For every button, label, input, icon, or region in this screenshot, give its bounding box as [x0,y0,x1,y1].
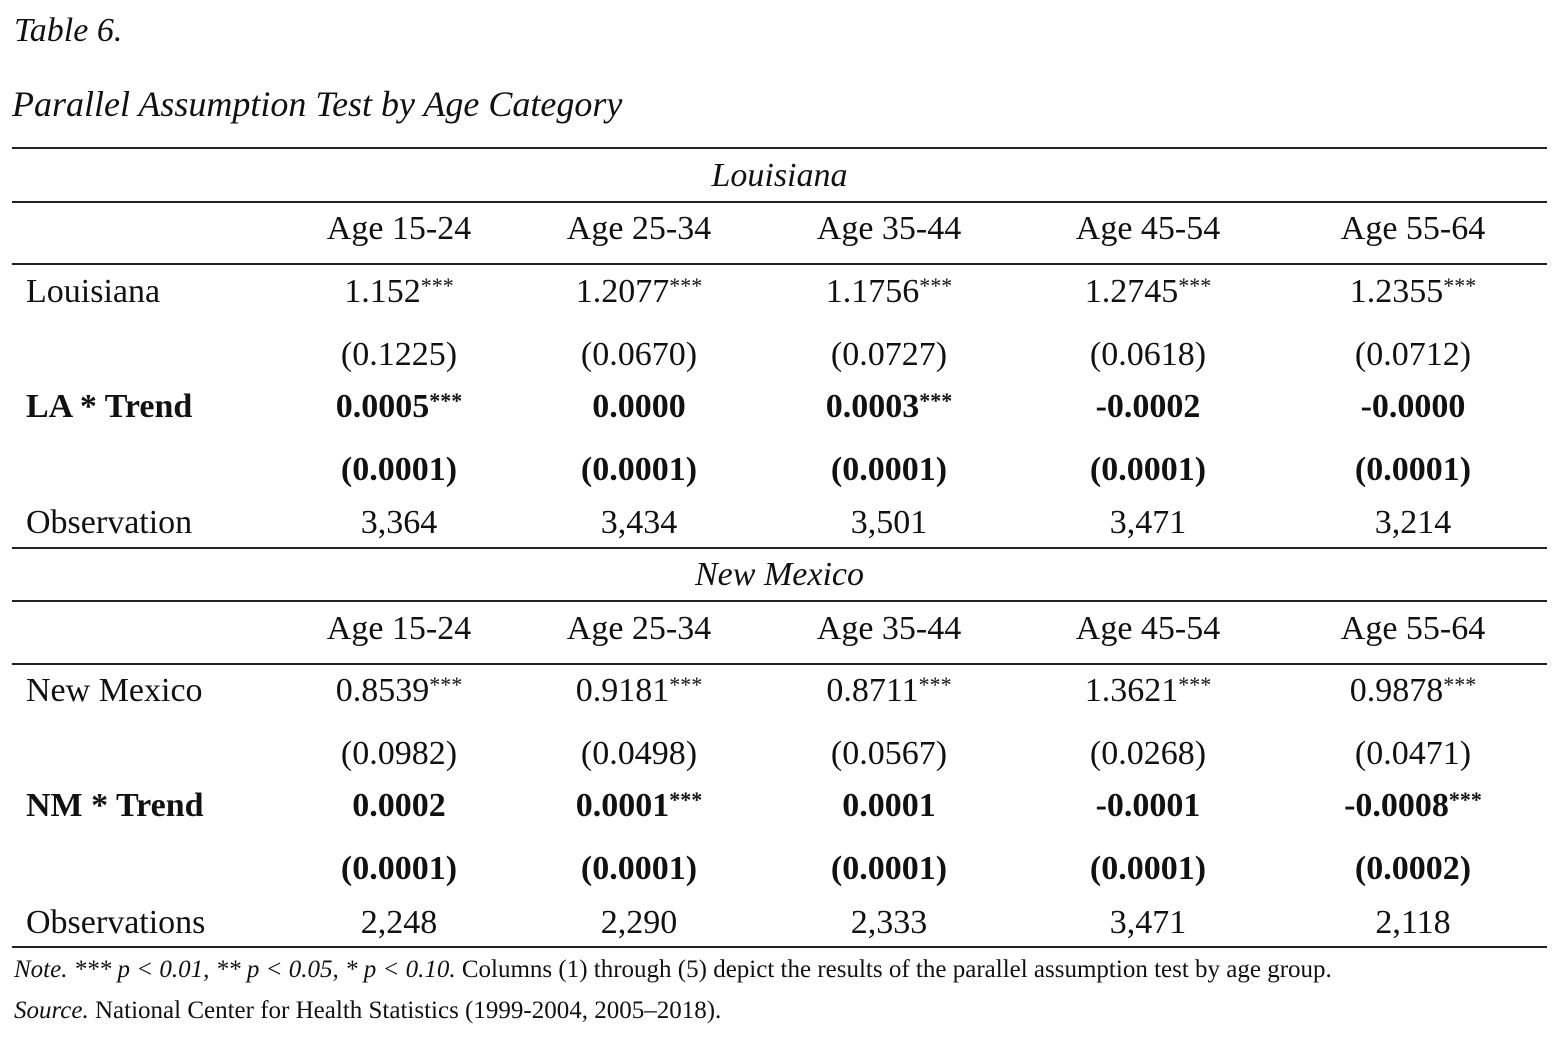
rule-bottom [12,946,1547,948]
table-cell: -0.0001 [1095,787,1201,824]
table-cell: (0.0567) [830,735,948,772]
note-label: Note. [14,956,68,983]
row-label: LA * Trend [26,388,193,425]
table-cell: (0.0001) [830,850,948,887]
table-cell: 1.2355*** [1349,273,1477,310]
column-header: Age 25-34 [566,210,712,247]
source-text: National Center for Health Statistics (1… [95,997,722,1024]
table-cell: 0.8711*** [826,672,952,709]
header-row: Age 15-24 Age 25-34 Age 35-44 Age 45-54 … [0,209,1566,249]
table-cell: 2,118 [1375,904,1451,941]
table-cell: (0.0712) [1354,336,1472,373]
table-cell: 0.9878*** [1349,672,1477,709]
table-cell: 0.0001 [842,787,936,824]
rule-section-sub [12,201,1547,203]
table-row: New Mexico 0.8539*** 0.9181*** 0.8711***… [0,671,1566,711]
column-header: Age 25-34 [566,610,712,647]
row-label: Louisiana [26,273,161,310]
table-cell: 0.9181*** [575,672,703,709]
table-source: Source. National Center for Health Stati… [14,998,721,1023]
rule-section-sub [12,600,1547,602]
table-cell: 2,248 [360,904,438,941]
table-cell: (0.0001) [1089,451,1207,488]
table-number: Table 6. [14,12,123,49]
section-title: Louisiana [711,157,848,194]
table-cell: 2,333 [850,904,928,941]
column-header: Age 55-64 [1340,610,1486,647]
table-cell: 1.1756*** [825,273,953,310]
row-label: Observations [26,904,206,941]
rule-header [12,263,1547,265]
column-header: Age 35-44 [816,210,962,247]
table-row: (0.1225) (0.0670) (0.0727) (0.0618) (0.0… [0,335,1566,375]
table-cell: 3,471 [1109,504,1187,541]
table-cell: (0.0001) [340,850,458,887]
table-cell: (0.0001) [580,451,698,488]
table-cell: 3,501 [850,504,928,541]
table-cell: 0.0005*** [335,388,463,425]
table-cell: (0.0001) [1089,850,1207,887]
table-cell: 0.0002 [352,787,446,824]
table-cell: (0.0982) [340,735,458,772]
table-cell: 1.152*** [344,273,454,310]
table-cell: -0.0000 [1360,388,1466,425]
column-header: Age 35-44 [816,610,962,647]
table-cell: -0.0002 [1095,388,1201,425]
table-cell: 0.0001*** [575,787,703,824]
table-cell: 1.3621*** [1084,672,1212,709]
table-cell: (0.0002) [1354,850,1472,887]
column-header: Age 45-54 [1075,210,1221,247]
column-header: Age 15-24 [326,610,472,647]
table-cell: (0.0498) [580,735,698,772]
rule-header [12,663,1547,665]
table-cell: (0.0001) [340,451,458,488]
rule-section-break [12,547,1547,549]
table-row: Observation 3,364 3,434 3,501 3,471 3,21… [0,503,1566,543]
table-cell: (0.0001) [1354,451,1472,488]
table-cell: 1.2745*** [1084,273,1212,310]
table-cell: (0.0001) [580,850,698,887]
table-cell: (0.0268) [1089,735,1207,772]
table-cell: (0.0471) [1354,735,1472,772]
table-note: Note. *** p < 0.01, ** p < 0.05, * p < 0… [14,957,1332,982]
column-header: Age 45-54 [1075,610,1221,647]
table-cell: -0.0008*** [1344,787,1482,824]
significance-legend: *** p < 0.01, ** p < 0.05, * p < 0.10. [73,956,456,983]
table-cell: (0.1225) [340,336,458,373]
table-row: LA * Trend 0.0005*** 0.0000 0.0003*** -0… [0,387,1566,427]
table-row: (0.0001) (0.0001) (0.0001) (0.0001) (0.0… [0,450,1566,490]
table-cell: 3,434 [600,504,678,541]
table-cell: 3,471 [1109,904,1187,941]
table-cell: 0.0003*** [825,388,953,425]
table-row: (0.0001) (0.0001) (0.0001) (0.0001) (0.0… [0,849,1566,889]
row-label: NM * Trend [26,787,204,824]
column-header: Age 15-24 [326,210,472,247]
table-cell: (0.0727) [830,336,948,373]
table-cell: 0.8539*** [335,672,463,709]
table-cell: 3,364 [360,504,438,541]
table-cell: (0.0670) [580,336,698,373]
note-text: Columns (1) through (5) depict the resul… [461,956,1332,983]
table-cell: 3,214 [1374,504,1452,541]
table-cell: 0.0000 [592,388,686,425]
table-cell: (0.0001) [830,451,948,488]
row-label: New Mexico [26,672,203,709]
header-row: Age 15-24 Age 25-34 Age 35-44 Age 45-54 … [0,609,1566,649]
column-header: Age 55-64 [1340,210,1486,247]
section-title: New Mexico [695,556,864,593]
table-row: (0.0982) (0.0498) (0.0567) (0.0268) (0.0… [0,734,1566,774]
source-label: Source. [14,997,89,1024]
table-row: Louisiana 1.152*** 1.2077*** 1.1756*** 1… [0,272,1566,312]
table-cell: 1.2077*** [575,273,703,310]
rule-top [12,147,1547,149]
table-row: NM * Trend 0.0002 0.0001*** 0.0001 -0.00… [0,786,1566,826]
row-label: Observation [26,504,193,541]
table-title: Parallel Assumption Test by Age Category [12,84,623,124]
table-row: Observations 2,248 2,290 2,333 3,471 2,1… [0,903,1566,943]
table-cell: (0.0618) [1089,336,1207,373]
table-cell: 2,290 [600,904,678,941]
